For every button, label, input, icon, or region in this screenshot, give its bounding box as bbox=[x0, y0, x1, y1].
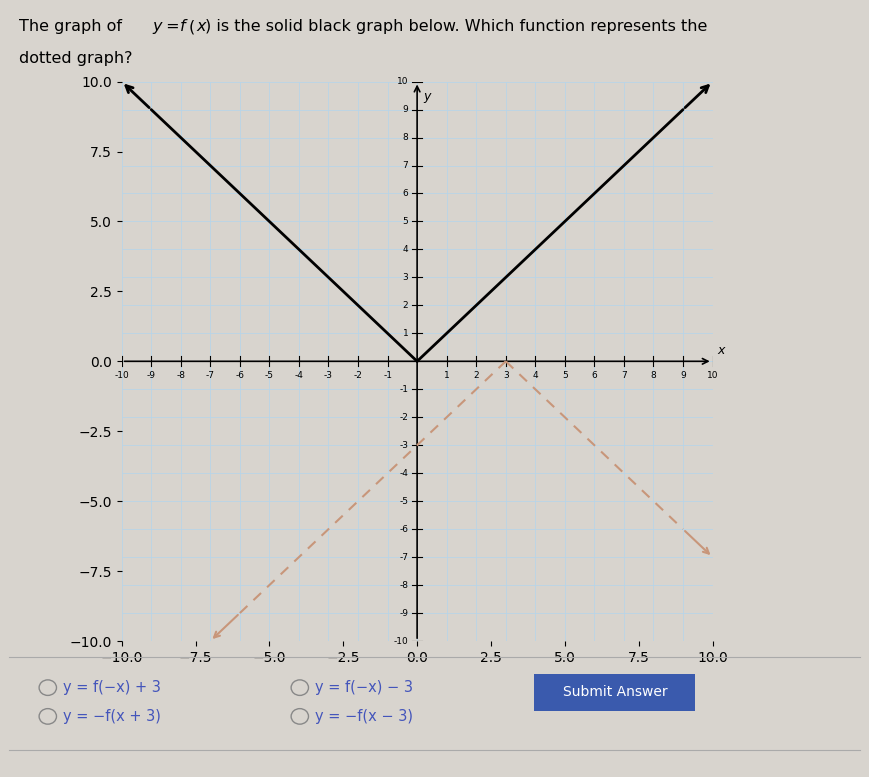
Text: 1: 1 bbox=[402, 329, 408, 338]
Text: -1: -1 bbox=[399, 385, 408, 394]
Text: 8: 8 bbox=[402, 133, 408, 142]
Text: -9: -9 bbox=[399, 608, 408, 618]
Text: -6: -6 bbox=[235, 371, 244, 380]
Text: y = −f(x − 3): y = −f(x − 3) bbox=[315, 709, 413, 724]
Text: -10: -10 bbox=[115, 371, 129, 380]
Text: 3: 3 bbox=[503, 371, 508, 380]
Text: 10: 10 bbox=[706, 371, 719, 380]
Text: -7: -7 bbox=[399, 552, 408, 562]
Text: 3: 3 bbox=[402, 273, 408, 282]
Text: 2: 2 bbox=[474, 371, 479, 380]
Text: 10: 10 bbox=[397, 77, 408, 86]
Text: y: y bbox=[423, 90, 430, 103]
Text: -4: -4 bbox=[400, 469, 408, 478]
Text: 4: 4 bbox=[533, 371, 538, 380]
Text: =: = bbox=[161, 19, 184, 34]
Text: 5: 5 bbox=[402, 217, 408, 226]
Text: -5: -5 bbox=[265, 371, 274, 380]
Text: 7: 7 bbox=[621, 371, 627, 380]
Text: -10: -10 bbox=[394, 636, 408, 646]
Text: -8: -8 bbox=[399, 580, 408, 590]
Text: x: x bbox=[717, 344, 725, 357]
Text: 6: 6 bbox=[592, 371, 597, 380]
Text: 7: 7 bbox=[402, 161, 408, 170]
Text: -3: -3 bbox=[399, 441, 408, 450]
Text: -6: -6 bbox=[399, 524, 408, 534]
Text: 5: 5 bbox=[562, 371, 567, 380]
Text: -2: -2 bbox=[400, 413, 408, 422]
Text: 9: 9 bbox=[680, 371, 686, 380]
Text: 2: 2 bbox=[402, 301, 408, 310]
Text: f: f bbox=[180, 19, 185, 34]
Text: The graph of: The graph of bbox=[19, 19, 127, 34]
Text: -5: -5 bbox=[399, 497, 408, 506]
Text: 9: 9 bbox=[402, 105, 408, 114]
Text: x: x bbox=[196, 19, 206, 34]
Text: -7: -7 bbox=[206, 371, 215, 380]
Text: 1: 1 bbox=[444, 371, 449, 380]
Text: y = f(−x) + 3: y = f(−x) + 3 bbox=[63, 680, 161, 695]
Text: -4: -4 bbox=[295, 371, 303, 380]
Text: Submit Answer: Submit Answer bbox=[562, 685, 667, 699]
Text: y = f(−x) − 3: y = f(−x) − 3 bbox=[315, 680, 413, 695]
Text: ) is the solid black graph below. Which function represents the: ) is the solid black graph below. Which … bbox=[205, 19, 707, 34]
Text: y: y bbox=[152, 19, 162, 34]
Text: 8: 8 bbox=[651, 371, 656, 380]
Text: dotted graph?: dotted graph? bbox=[19, 51, 133, 65]
Text: -8: -8 bbox=[176, 371, 185, 380]
Text: 6: 6 bbox=[402, 189, 408, 198]
Text: -9: -9 bbox=[147, 371, 156, 380]
Text: y = −f(x + 3): y = −f(x + 3) bbox=[63, 709, 161, 724]
Text: 4: 4 bbox=[402, 245, 408, 254]
Text: (: ( bbox=[189, 19, 195, 34]
Text: -1: -1 bbox=[383, 371, 392, 380]
Text: -3: -3 bbox=[324, 371, 333, 380]
Text: -2: -2 bbox=[354, 371, 362, 380]
